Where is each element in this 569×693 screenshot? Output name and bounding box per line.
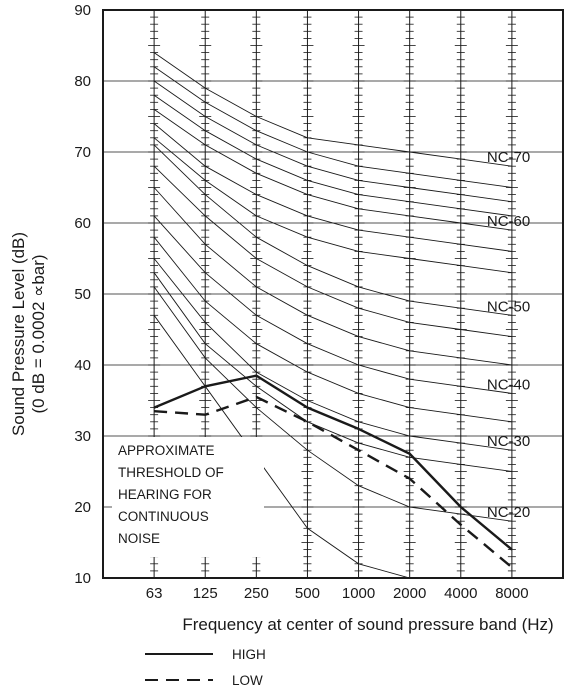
x-tick-label: 125 [193,585,218,602]
nc-curve-label: NC-60 [487,213,530,230]
nc-curve [153,215,512,394]
y-tick-label: 70 [74,144,91,161]
nc-curve [153,80,512,203]
nc-curve [153,286,512,522]
note-line: CONTINUOUS [118,509,209,524]
nc-curve [153,236,512,423]
y-tick-labels: 10 20 30 40 50 60 70 80 90 [74,2,91,587]
nc-curve-label: NC-50 [487,298,530,315]
nc-curve-label: NC-30 [487,433,530,450]
nc-curve [153,66,512,188]
series-line-low [154,395,513,569]
y-tick-label: 10 [74,570,91,587]
plot-frame [102,9,564,579]
noise-series [153,374,513,569]
y-tick-label: 40 [74,357,91,374]
note-line: THRESHOLD OF [118,465,224,480]
nc-curve [153,144,512,316]
nc-curve [153,52,512,167]
nc-curves [153,52,512,579]
nc-curve [153,272,512,472]
legend: HIGH LOW [145,647,266,688]
legend-low-label: LOW [232,673,263,688]
legend-high-label: HIGH [232,647,266,662]
hearing-threshold-note: APPROXIMATE THRESHOLD OF HEARING FOR CON… [112,437,264,557]
note-line: APPROXIMATE [118,443,215,458]
nc-curve [153,165,512,338]
y-tick-label: 30 [74,428,91,445]
nc-curve-label: NC-40 [487,376,530,393]
nc-curve [153,109,512,231]
note-line: NOISE [118,531,160,546]
nc-curve [153,137,512,274]
y-axis-subtitle: (0 dB = 0.0002 ∝bar) [29,254,48,413]
x-tick-label: 1000 [342,585,375,602]
x-tick-label: 63 [146,585,163,602]
y-tick-label: 60 [74,215,91,232]
x-tick-label: 8000 [495,585,528,602]
nc-curve [153,187,512,366]
nc-curve [153,123,512,252]
x-tick-label: 250 [244,585,269,602]
nc-curve [153,258,512,451]
y-axis-title: Sound Pressure Level (dB) [9,232,28,436]
x-tick-labels: 63 125 250 500 1000 2000 4000 8000 [146,585,529,602]
nc-curve-labels: NC-70 NC-60 NC-50 NC-40 NC-30 NC-20 [487,149,530,521]
nc-curve [153,94,512,217]
x-tick-label: 4000 [444,585,477,602]
note-line: HEARING FOR [118,487,212,502]
y-tick-label: 80 [74,73,91,90]
nc-curve-label: NC-20 [487,504,530,521]
y-tick-label: 50 [74,286,91,303]
x-tick-label: 500 [295,585,320,602]
x-axis-title: Frequency at center of sound pressure ba… [182,615,553,634]
series-line-high [153,374,513,551]
nc-curve-label: NC-70 [487,149,530,166]
x-tick-label: 2000 [393,585,426,602]
note-background [112,437,264,557]
y-tick-label: 90 [74,2,91,19]
y-tick-label: 20 [74,499,91,516]
